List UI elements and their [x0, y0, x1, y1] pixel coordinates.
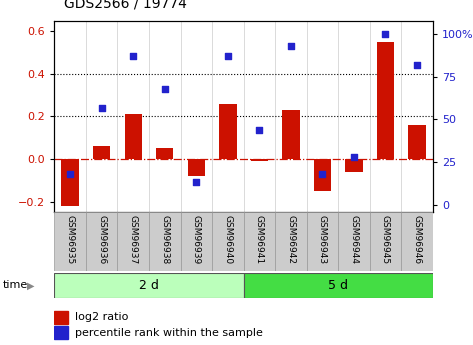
Bar: [54, 326, 68, 339]
Bar: [124, 114, 142, 159]
Text: ▶: ▶: [27, 280, 35, 290]
Text: GSM96939: GSM96939: [192, 215, 201, 264]
Text: GSM96946: GSM96946: [412, 215, 421, 264]
Point: [350, 154, 358, 160]
Point: [319, 171, 326, 177]
Bar: [181, 212, 212, 271]
Text: GSM96938: GSM96938: [160, 215, 169, 264]
Point: [287, 43, 295, 49]
Text: log2 ratio: log2 ratio: [75, 312, 129, 322]
Bar: [212, 212, 244, 271]
Text: GSM96943: GSM96943: [318, 215, 327, 264]
Bar: [282, 110, 299, 159]
Point: [161, 86, 168, 91]
Text: GSM96940: GSM96940: [223, 215, 232, 264]
Bar: [117, 212, 149, 271]
Bar: [156, 148, 174, 159]
Bar: [149, 212, 181, 271]
Text: percentile rank within the sample: percentile rank within the sample: [75, 328, 263, 338]
Text: time: time: [2, 280, 27, 290]
Point: [413, 62, 421, 68]
Bar: [54, 310, 68, 324]
Point: [66, 171, 74, 177]
Text: GSM96945: GSM96945: [381, 215, 390, 264]
Bar: [244, 212, 275, 271]
Bar: [188, 159, 205, 176]
Text: GSM96936: GSM96936: [97, 215, 106, 264]
Bar: [345, 159, 363, 172]
Bar: [275, 212, 307, 271]
Point: [255, 127, 263, 132]
Bar: [307, 212, 338, 271]
Bar: [86, 212, 117, 271]
Bar: [377, 42, 394, 159]
Text: GDS2566 / 19774: GDS2566 / 19774: [64, 0, 187, 10]
Bar: [251, 159, 268, 161]
Bar: [314, 159, 331, 191]
Bar: [370, 212, 401, 271]
Bar: [54, 212, 86, 271]
Text: GSM96941: GSM96941: [255, 215, 264, 264]
Bar: [61, 159, 79, 206]
Bar: [338, 212, 370, 271]
Bar: [54, 273, 244, 298]
Point: [224, 54, 232, 59]
Text: 2 d: 2 d: [139, 279, 159, 292]
Text: 5 d: 5 d: [328, 279, 348, 292]
Bar: [93, 146, 110, 159]
Bar: [219, 104, 236, 159]
Point: [193, 180, 200, 185]
Text: GSM96944: GSM96944: [350, 215, 359, 264]
Text: GSM96942: GSM96942: [286, 215, 296, 264]
Point: [382, 31, 389, 37]
Bar: [244, 273, 433, 298]
Point: [130, 54, 137, 59]
Bar: [401, 212, 433, 271]
Text: GSM96935: GSM96935: [66, 215, 75, 264]
Text: GSM96937: GSM96937: [129, 215, 138, 264]
Point: [98, 105, 105, 110]
Bar: [408, 125, 426, 159]
